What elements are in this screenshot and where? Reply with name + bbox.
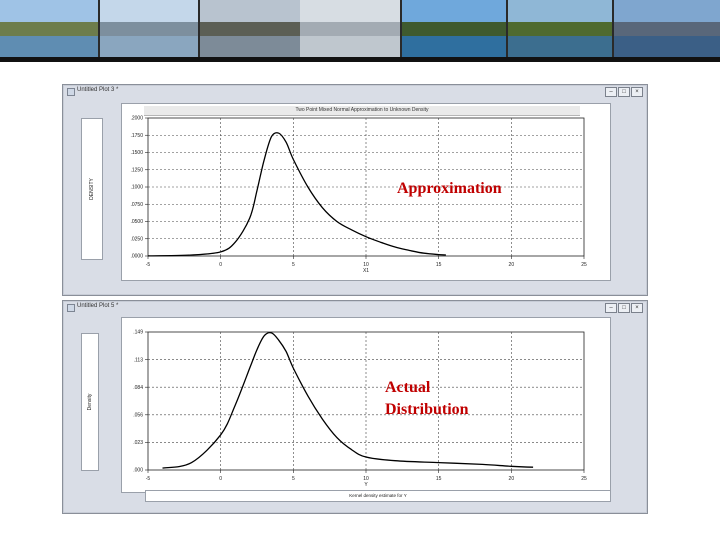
misty-lake-photo (300, 0, 400, 57)
x-tick-label: 10 (363, 262, 369, 268)
maximize-button[interactable]: □ (618, 303, 630, 313)
plot-area: Two Point Mixed Normal Approximation to … (121, 103, 611, 281)
x-axis-footer: Kernel density estimate for Y (145, 490, 611, 502)
x-axis-label: Y (364, 482, 368, 488)
y-tick-label: .0750 (130, 202, 143, 208)
y-tick-label: .056 (133, 413, 143, 419)
plot-title: Two Point Mixed Normal Approximation to … (144, 106, 580, 116)
lake-island-photo (402, 0, 506, 57)
window-titlebar[interactable]: Untitled Plot 5 * – □ × (63, 301, 647, 315)
lake-city-photo (100, 0, 198, 57)
x-tick-label: 0 (219, 476, 222, 482)
minimize-button[interactable]: – (605, 87, 617, 97)
x-tick-label: 25 (581, 476, 587, 482)
y-tick-label: .2000 (130, 116, 143, 122)
mountain-lake-photo (614, 0, 720, 57)
x-tick-label: 15 (436, 262, 442, 268)
y-axis-label-box: Density (81, 333, 99, 471)
y-tick-label: .000 (133, 468, 143, 474)
density-curve (147, 132, 446, 257)
y-tick-label: .149 (133, 330, 143, 336)
x-tick-label: 5 (292, 262, 295, 268)
annotation-approximation: Approximation (397, 180, 502, 197)
y-tick-label: .0500 (130, 219, 143, 225)
x-tick-label: 5 (292, 476, 295, 482)
x-tick-label: 20 (509, 476, 515, 482)
window-title: Untitled Plot 5 * (77, 303, 119, 309)
app-icon (67, 88, 75, 96)
plot-area: -5 0 5 10 15 20 25 Y .000 .023 .056 .084 .113 .149 (121, 317, 611, 493)
x-tick-label: 10 (363, 476, 369, 482)
annotation-distribution: Distribution (385, 401, 469, 418)
x-axis-label: X1 (363, 268, 369, 274)
y-axis-label: Density (87, 393, 93, 411)
y-tick-label: .1500 (130, 150, 143, 156)
x-tick-label: 20 (509, 262, 515, 268)
x-tick-label: 15 (436, 476, 442, 482)
y-tick-label: .1750 (130, 133, 143, 139)
window-titlebar[interactable]: Untitled Plot 3 * – □ × (63, 85, 647, 99)
banner-divider (0, 57, 720, 62)
hilltop-castle-photo (0, 0, 98, 57)
x-tick-label: 25 (581, 262, 587, 268)
window-title: Untitled Plot 3 * (77, 87, 119, 93)
density-curve (162, 331, 534, 469)
y-axis-label-box: DENSITY (81, 118, 103, 260)
y-tick-label: .023 (133, 440, 143, 446)
kernel-density-chart: -5 0 5 10 15 20 25 Y .000 .023 .056 .084 .113 .149 (133, 330, 587, 488)
annotation-actual: Actual (385, 379, 431, 396)
y-tick-label: .1000 (130, 185, 143, 191)
minimize-button[interactable]: – (605, 303, 617, 313)
maximize-button[interactable]: □ (618, 87, 630, 97)
density-chart: -5 0 5 10 15 20 25 X1 .0000 .0250 .0500 .0750 .1000.… (130, 116, 587, 274)
x-tick-label: -5 (146, 262, 151, 268)
y-tick-label: .1250 (130, 167, 143, 173)
x-tick-label: 0 (219, 262, 222, 268)
y-axis-label: DENSITY (89, 178, 95, 200)
plot-window-actual: Untitled Plot 5 * – □ × Density -5 0 5 10 15… (62, 300, 648, 514)
y-tick-label: .0250 (130, 236, 143, 242)
x-tick-label: -5 (146, 476, 151, 482)
aerial-bay-photo (508, 0, 612, 57)
y-tick-label: .113 (134, 357, 144, 363)
y-tick-label: .084 (133, 385, 143, 391)
close-button[interactable]: × (631, 87, 643, 97)
y-tick-label: .0000 (130, 254, 143, 260)
plot-window-approximation: Untitled Plot 3 * – □ × DENSITY Two Poin… (62, 84, 648, 296)
photo-banner (0, 0, 720, 57)
lakeside-promenade-photo (200, 0, 300, 57)
close-button[interactable]: × (631, 303, 643, 313)
app-icon (67, 304, 75, 312)
